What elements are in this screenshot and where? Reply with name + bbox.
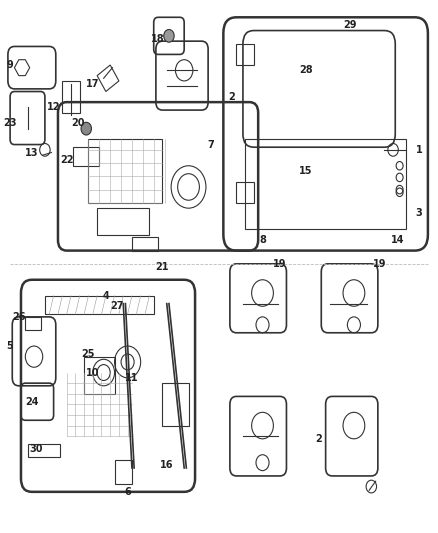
Text: 23: 23 bbox=[4, 118, 17, 128]
Text: 22: 22 bbox=[60, 156, 74, 165]
Bar bbox=[62, 81, 80, 113]
Bar bbox=[28, 444, 60, 457]
Text: 26: 26 bbox=[12, 312, 25, 322]
Text: 5: 5 bbox=[7, 341, 14, 351]
Text: 6: 6 bbox=[124, 487, 131, 497]
Bar bbox=[237, 44, 254, 65]
Text: 8: 8 bbox=[259, 235, 266, 245]
Circle shape bbox=[164, 29, 174, 42]
Bar bbox=[115, 460, 132, 484]
Bar bbox=[73, 147, 99, 166]
Text: 12: 12 bbox=[47, 102, 60, 112]
Bar bbox=[84, 357, 115, 394]
Text: 15: 15 bbox=[299, 166, 313, 176]
Text: 3: 3 bbox=[416, 208, 423, 219]
Text: 19: 19 bbox=[373, 259, 387, 269]
Text: 21: 21 bbox=[155, 262, 169, 271]
Bar bbox=[132, 237, 158, 251]
Text: 30: 30 bbox=[29, 445, 43, 455]
Text: 13: 13 bbox=[25, 148, 39, 158]
Text: 19: 19 bbox=[273, 259, 287, 269]
Text: 4: 4 bbox=[102, 290, 109, 301]
Bar bbox=[245, 139, 406, 229]
Text: 28: 28 bbox=[299, 66, 313, 75]
Bar bbox=[237, 182, 254, 203]
Bar bbox=[162, 383, 188, 425]
Bar bbox=[25, 317, 41, 330]
Text: 7: 7 bbox=[207, 140, 214, 150]
Text: 17: 17 bbox=[86, 78, 99, 88]
Circle shape bbox=[81, 122, 92, 135]
Bar bbox=[45, 296, 154, 314]
Text: 25: 25 bbox=[81, 349, 95, 359]
Text: 9: 9 bbox=[7, 60, 14, 70]
Bar bbox=[88, 139, 162, 203]
Text: 18: 18 bbox=[151, 34, 165, 44]
Text: 1: 1 bbox=[416, 145, 423, 155]
Text: 27: 27 bbox=[110, 301, 124, 311]
Text: 10: 10 bbox=[86, 368, 99, 377]
Text: 2: 2 bbox=[229, 92, 236, 102]
Text: 2: 2 bbox=[316, 434, 322, 444]
Text: 11: 11 bbox=[125, 373, 139, 383]
Text: 16: 16 bbox=[160, 461, 173, 470]
Text: 20: 20 bbox=[71, 118, 84, 128]
Text: 14: 14 bbox=[391, 235, 404, 245]
Text: 29: 29 bbox=[343, 20, 357, 30]
Bar bbox=[97, 208, 149, 235]
Text: 24: 24 bbox=[25, 397, 39, 407]
